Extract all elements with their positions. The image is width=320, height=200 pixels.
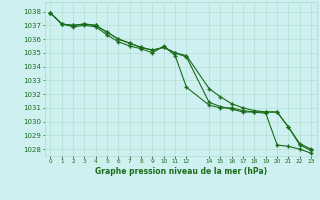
X-axis label: Graphe pression niveau de la mer (hPa): Graphe pression niveau de la mer (hPa): [95, 167, 267, 176]
